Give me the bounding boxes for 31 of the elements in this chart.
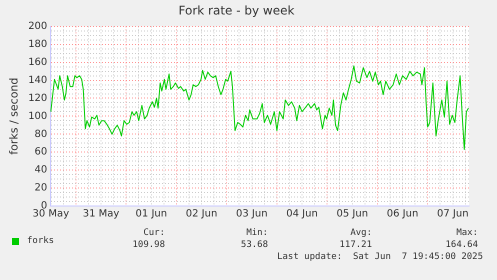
x-tick-label: 03 Jun <box>236 208 268 220</box>
legend-label: forks <box>27 236 54 246</box>
x-tick-label: 01 Jun <box>136 208 168 220</box>
text: 53.68 <box>240 240 268 250</box>
y-tick-label: 160 <box>28 56 48 68</box>
y-tick-label: 80 <box>34 128 48 140</box>
text: Avg: <box>350 228 372 238</box>
y-tick-label: 140 <box>28 74 48 86</box>
x-tick-label: 04 Jun <box>286 208 318 220</box>
text: Min: <box>246 228 268 238</box>
y-tick-label: 200 <box>28 20 48 32</box>
x-tick-label: 07 Jun <box>437 208 469 220</box>
text: 164.64 <box>445 240 478 250</box>
text: 117.21 <box>339 240 372 250</box>
y-tick-label: 180 <box>28 38 48 50</box>
x-tick-label: 31 May <box>82 208 120 220</box>
text: 109.98 <box>132 240 165 250</box>
y-tick-label: 60 <box>34 146 48 158</box>
y-axis-title: forks / second <box>7 78 20 155</box>
text: Max: <box>456 228 478 238</box>
x-tick-label: 30 May <box>32 208 70 220</box>
chart-title: Fork rate - by week <box>178 3 294 18</box>
y-tick-label: 120 <box>28 92 48 104</box>
text: Last update: Sat Jun 7 19:45:00 2025 <box>277 252 483 262</box>
x-tick-label: 05 Jun <box>336 208 368 220</box>
y-tick-label: 20 <box>34 182 48 194</box>
x-tick-label: 06 Jun <box>386 208 418 220</box>
x-tick-label: 02 Jun <box>186 208 218 220</box>
text: Cur: <box>143 228 165 238</box>
y-tick-label: 100 <box>28 110 48 122</box>
y-tick-label: 40 <box>34 164 48 176</box>
